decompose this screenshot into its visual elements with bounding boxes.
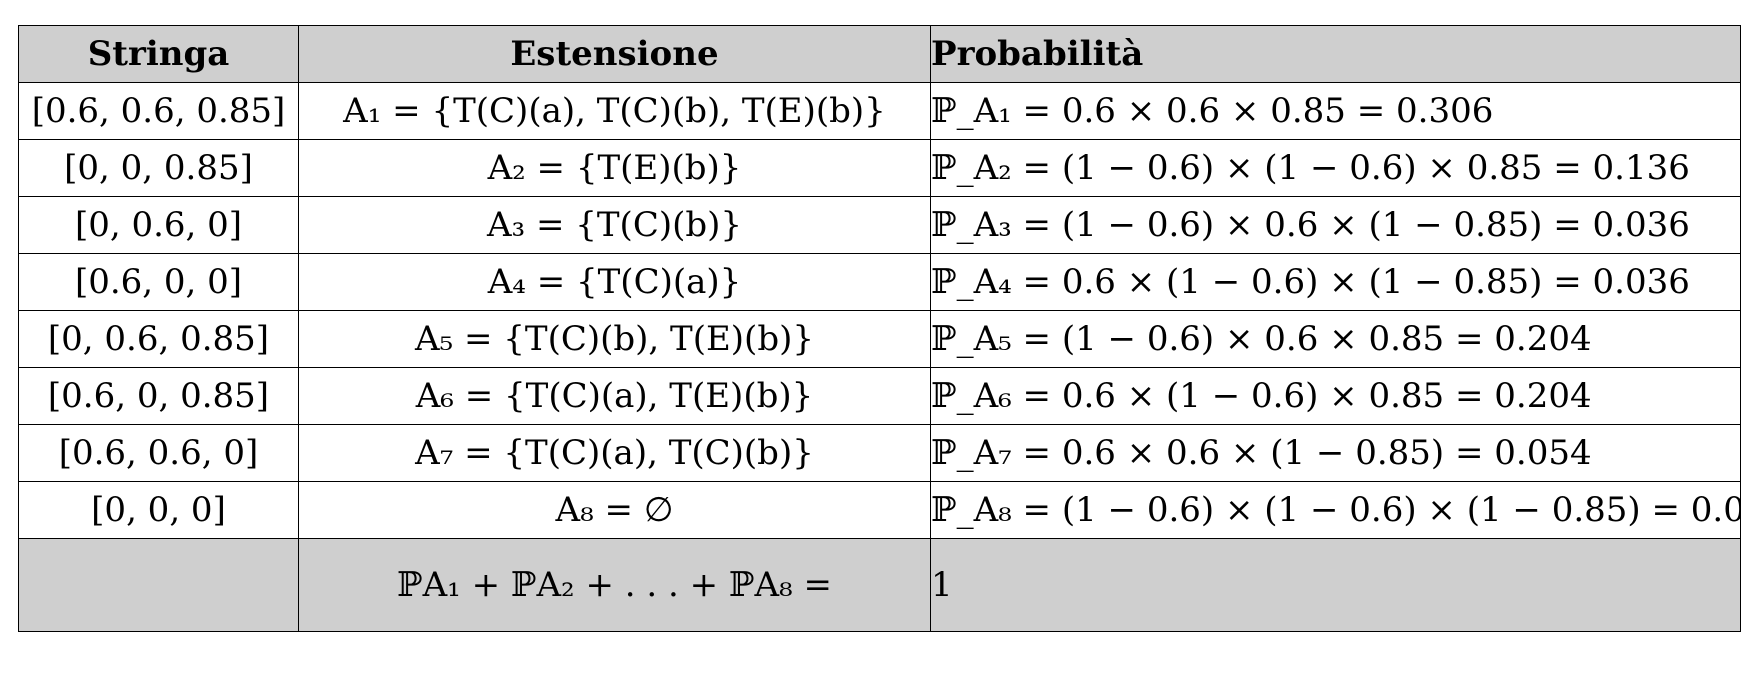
- probabilita-cell: ℙ_A₈ = (1 − 0.6) × (1 − 0.6) × (1 − 0.85…: [930, 481, 1741, 539]
- table-row: [0, 0, 0] A₈ = ∅ ℙ_A₈ = (1 − 0.6) × (1 − 0…: [18, 481, 1741, 539]
- estensione-cell: A₃ = {T(C)(b)}: [298, 196, 931, 254]
- probabilita-cell: ℙ_A₂ = (1 − 0.6) × (1 − 0.6) × 0.85 = 0.…: [930, 139, 1741, 197]
- total-empty-cell: [18, 538, 299, 632]
- table-row: [0, 0.6, 0] A₃ = {T(C)(b)} ℙ_A₃ = (1 − 0.6…: [18, 196, 1741, 254]
- header-row: Stringa Estensione Probabilità: [18, 25, 1741, 83]
- table-row: [0, 0, 0.85] A₂ = {T(E)(b)} ℙ_A₂ = (1 − 0.…: [18, 139, 1741, 197]
- probabilita-cell: ℙ_A₄ = 0.6 × (1 − 0.6) × (1 − 0.85) = 0.…: [930, 253, 1741, 311]
- stringa-cell: [0.6, 0, 0]: [18, 253, 299, 311]
- probabilita-cell: ℙ_A₁ = 0.6 × 0.6 × 0.85 = 0.306: [930, 82, 1741, 140]
- estensione-cell: A₁ = {T(C)(a), T(C)(b), T(E)(b)}: [298, 82, 931, 140]
- estensione-cell: A₂ = {T(E)(b)}: [298, 139, 931, 197]
- estensione-cell: A₆ = {T(C)(a), T(E)(b)}: [298, 367, 931, 425]
- header-stringa: Stringa: [18, 25, 299, 83]
- stringa-cell: [0.6, 0, 0.85]: [18, 367, 299, 425]
- stringa-cell: [0, 0.6, 0.85]: [18, 310, 299, 368]
- probability-table: Stringa Estensione Probabilità [0.6, 0.6…: [18, 25, 1741, 632]
- sum-value: 1: [930, 538, 1741, 632]
- table-row: [0.6, 0.6, 0.85] A₁ = {T(C)(a), T(C)(b), …: [18, 82, 1741, 140]
- table-row: [0.6, 0.6, 0] A₇ = {T(C)(a), T(C)(b)} ℙ_A₇…: [18, 424, 1741, 482]
- sum-formula: ℙA₁ + ℙA₂ + . . . + ℙA₈ =: [298, 538, 931, 632]
- probabilita-cell: ℙ_A₇ = 0.6 × 0.6 × (1 − 0.85) = 0.054: [930, 424, 1741, 482]
- probabilita-cell: ℙ_A₅ = (1 − 0.6) × 0.6 × 0.85 = 0.204: [930, 310, 1741, 368]
- stringa-cell: [0, 0, 0]: [18, 481, 299, 539]
- header-probabilita: Probabilità: [930, 25, 1741, 83]
- probabilita-cell: ℙ_A₃ = (1 − 0.6) × 0.6 × (1 − 0.85) = 0.…: [930, 196, 1741, 254]
- estensione-cell: A₈ = ∅: [298, 481, 931, 539]
- estensione-cell: A₄ = {T(C)(a)}: [298, 253, 931, 311]
- total-row: ℙA₁ + ℙA₂ + . . . + ℙA₈ = 1: [18, 538, 1741, 632]
- table-row: [0.6, 0, 0.85] A₆ = {T(C)(a), T(E)(b)} ℙ_A…: [18, 367, 1741, 425]
- header-estensione: Estensione: [298, 25, 931, 83]
- stringa-cell: [0, 0.6, 0]: [18, 196, 299, 254]
- stringa-cell: [0.6, 0.6, 0]: [18, 424, 299, 482]
- table-row: [0.6, 0, 0] A₄ = {T(C)(a)} ℙ_A₄ = 0.6 × (1…: [18, 253, 1741, 311]
- estensione-cell: A₇ = {T(C)(a), T(C)(b)}: [298, 424, 931, 482]
- table-row: [0, 0.6, 0.85] A₅ = {T(C)(b), T(E)(b)} ℙ_A…: [18, 310, 1741, 368]
- estensione-cell: A₅ = {T(C)(b), T(E)(b)}: [298, 310, 931, 368]
- probabilita-cell: ℙ_A₆ = 0.6 × (1 − 0.6) × 0.85 = 0.204: [930, 367, 1741, 425]
- stringa-cell: [0, 0, 0.85]: [18, 139, 299, 197]
- stringa-cell: [0.6, 0.6, 0.85]: [18, 82, 299, 140]
